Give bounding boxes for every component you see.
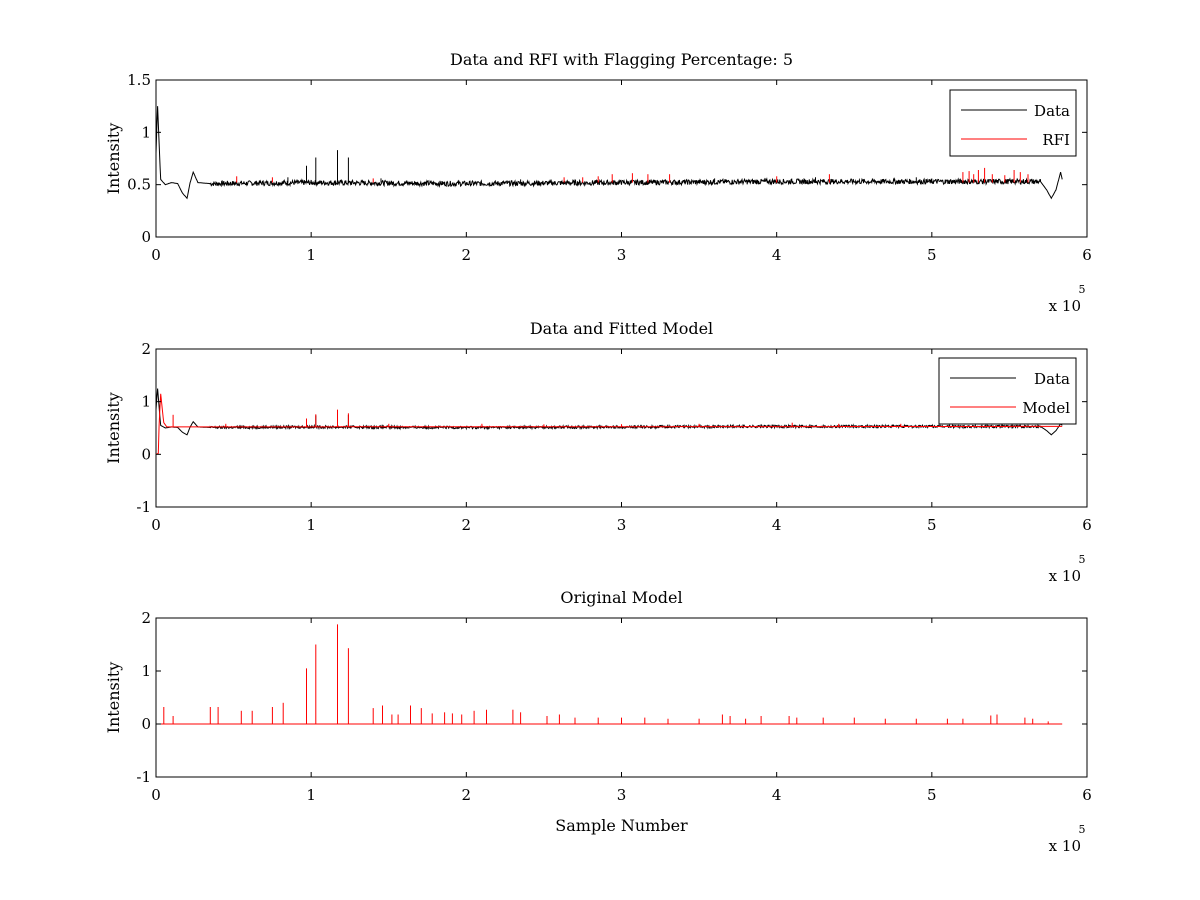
x-tick-label: 0: [151, 786, 161, 804]
x-axis-multiplier: x 10: [1049, 297, 1081, 315]
legend-box: [949, 89, 1077, 157]
y-tick-label: -1: [136, 768, 151, 786]
x-tick-label: 6: [1082, 516, 1092, 534]
plot-area: [155, 617, 1088, 778]
chart-title: Data and RFI with Flagging Percentage: 5: [450, 50, 793, 69]
y-tick-label: 0: [141, 228, 151, 246]
x-tick-label: 2: [462, 246, 472, 264]
y-tick-label: 1.5: [127, 71, 151, 89]
x-tick-label: 2: [462, 786, 472, 804]
x-axis-multiplier: x 10: [1049, 837, 1081, 855]
x-tick-label: 4: [772, 516, 782, 534]
x-tick-label: 5: [927, 516, 937, 534]
series-data: [156, 106, 1063, 200]
y-tick-label: 1: [141, 123, 151, 141]
y-tick-label: 0.5: [127, 176, 151, 194]
x-tick-label: 4: [772, 786, 782, 804]
data-layer: [156, 388, 1063, 455]
x-tick-label: 5: [927, 246, 937, 264]
x-axis-multiplier-exponent: 5: [1079, 553, 1086, 566]
x-tick-label: 3: [617, 516, 627, 534]
legend-label: Data: [1034, 370, 1070, 388]
x-axis-label: Sample Number: [555, 816, 688, 835]
x-axis-multiplier: x 10: [1049, 567, 1081, 585]
data-layer: [159, 624, 1063, 725]
data-layer: [156, 106, 1063, 200]
y-tick-label: 0: [141, 445, 151, 463]
x-tick-label: 1: [306, 786, 316, 804]
x-tick-label: 1: [306, 516, 316, 534]
x-tick-label: 4: [772, 246, 782, 264]
series-model: [156, 393, 1063, 455]
x-axis-multiplier-exponent: 5: [1079, 823, 1086, 836]
x-tick-label: 5: [927, 786, 937, 804]
legend-label: Data: [1034, 102, 1070, 120]
y-axis-label: Intensity: [104, 123, 123, 195]
x-tick-label: 6: [1082, 786, 1092, 804]
chart-title: Data and Fitted Model: [530, 319, 713, 338]
series-line: [156, 106, 1063, 200]
y-axis-label: Intensity: [104, 662, 123, 734]
y-tick-label: -1: [136, 498, 151, 516]
series-model-trace: [159, 624, 1063, 725]
y-tick-label: 1: [141, 662, 151, 680]
y-tick-label: 0: [141, 715, 151, 733]
chart-title: Original Model: [560, 588, 682, 607]
legend: Data Model: [938, 357, 1077, 425]
y-tick-label: 1: [141, 393, 151, 411]
x-tick-label: 1: [306, 246, 316, 264]
series-rfi: [236, 167, 1029, 183]
y-tick-label: 2: [141, 340, 151, 358]
subplot-1: 0 1 2 3 4 5 6 0 0.5 1 1.5 Data and RFI with Flaggin…: [104, 50, 1092, 315]
x-tick-label: 3: [617, 246, 627, 264]
x-tick-label: 0: [151, 246, 161, 264]
legend: Data RFI: [949, 89, 1077, 157]
x-axis-multiplier-exponent: 5: [1079, 283, 1086, 296]
y-tick-label: 2: [141, 609, 151, 627]
plot-area: [155, 79, 1088, 238]
legend-label: Model: [1022, 399, 1070, 417]
legend-label: RFI: [1042, 131, 1070, 149]
y-axis-label: Intensity: [104, 392, 123, 464]
x-tick-label: 6: [1082, 246, 1092, 264]
x-tick-label: 0: [151, 516, 161, 534]
x-tick-label: 3: [617, 786, 627, 804]
legend-box: [938, 357, 1077, 425]
x-tick-label: 2: [462, 516, 472, 534]
